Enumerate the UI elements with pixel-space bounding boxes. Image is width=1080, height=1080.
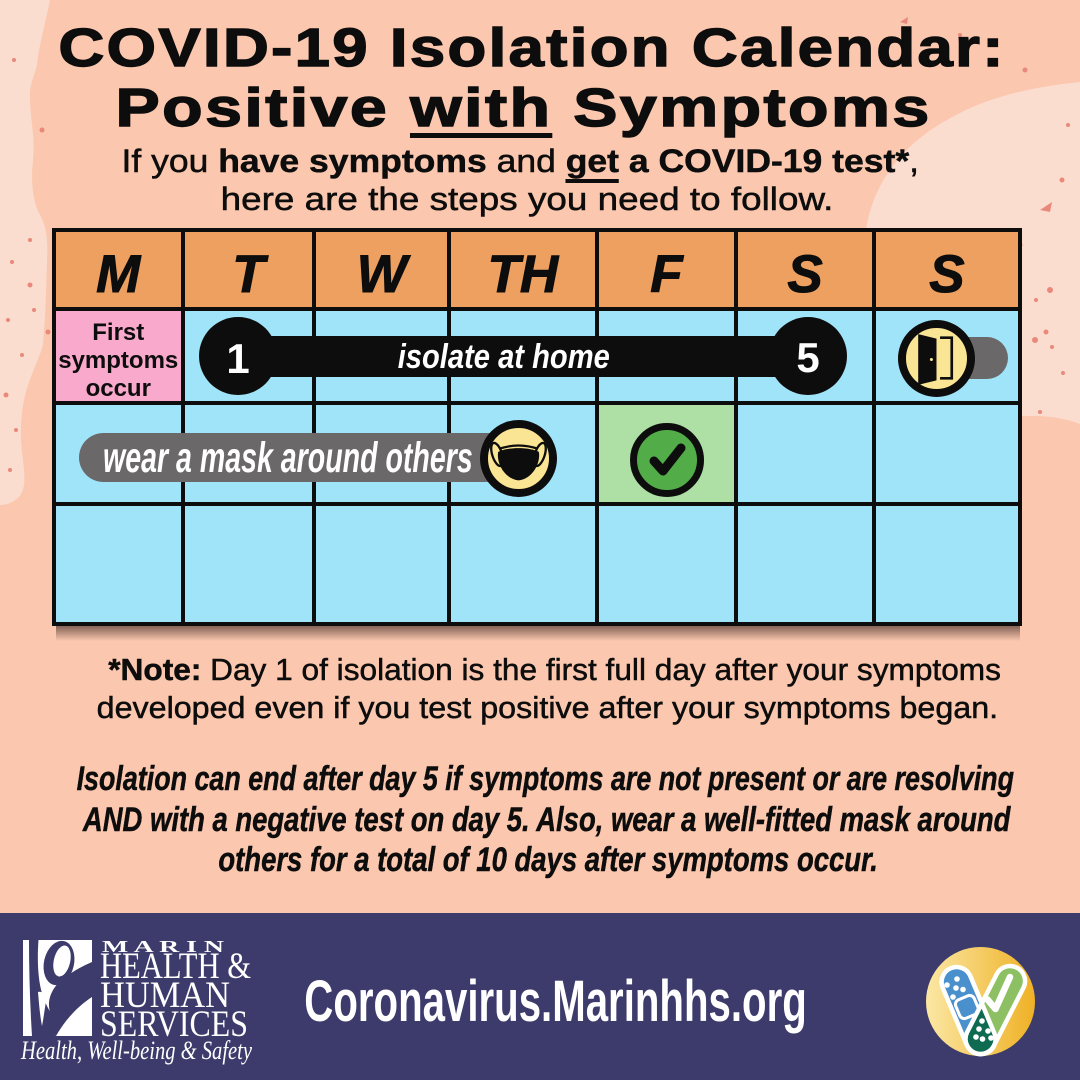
svg-text:HEALTH &: HEALTH & — [100, 946, 251, 987]
svg-text:SERVICES: SERVICES — [100, 1004, 248, 1045]
svg-text:HUMAN: HUMAN — [100, 975, 230, 1016]
svg-text:M A R I N: M A R I N — [102, 937, 225, 956]
svg-text:Health, Well-being & Safety: Health, Well-being & Safety — [20, 1036, 252, 1065]
